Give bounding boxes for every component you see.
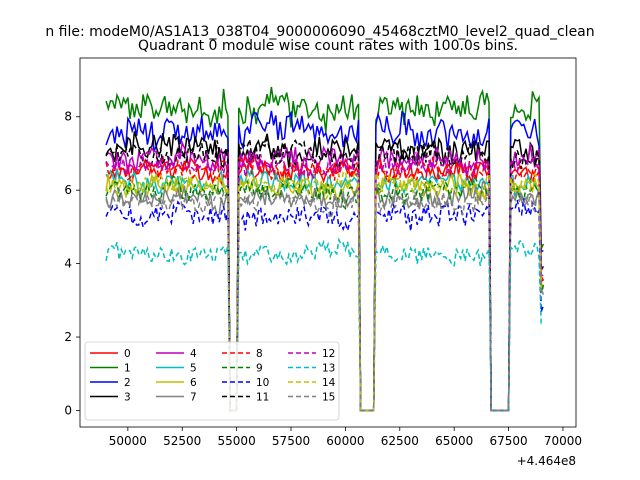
axes-frame <box>79 57 577 428</box>
y-tick-label: 2 <box>64 330 72 344</box>
y-tick-label: 0 <box>64 403 72 417</box>
x-tick-label: 65000 <box>435 434 473 448</box>
y-tick-label: 4 <box>64 257 72 271</box>
series-layer <box>105 86 545 412</box>
series-line-14 <box>105 170 544 412</box>
series-line-13 <box>105 237 544 412</box>
legend-label-0: 0 <box>124 348 131 360</box>
x-tick-label: 50000 <box>109 434 147 448</box>
y-axis: 0 2 4 6 8 <box>64 110 80 417</box>
legend-label-14: 14 <box>322 377 336 389</box>
figure-suptitle: n file: modeM0/AS1A13_038T04_9000006090_… <box>45 24 594 40</box>
x-tick-label: 62500 <box>381 434 419 448</box>
y-tick-label: 6 <box>64 183 72 197</box>
legend-label-15: 15 <box>322 392 335 404</box>
legend-label-9: 9 <box>256 363 263 375</box>
x-tick-label: 55000 <box>218 434 256 448</box>
legend-label-6: 6 <box>190 377 197 389</box>
x-tick-label: 67500 <box>489 434 527 448</box>
series-line-11 <box>105 138 545 412</box>
x-tick-label: 60000 <box>326 434 364 448</box>
legend-label-3: 3 <box>124 392 131 404</box>
legend-box <box>84 341 340 421</box>
x-offset-label: +4.464e8 <box>517 454 576 468</box>
legend-label-1: 1 <box>124 363 131 375</box>
legend-label-13: 13 <box>322 363 335 375</box>
series-line-10 <box>105 197 545 412</box>
legend-label-10: 10 <box>256 377 269 389</box>
series-line-1 <box>105 86 545 412</box>
legend-label-5: 5 <box>190 363 197 375</box>
legend-label-8: 8 <box>256 348 263 360</box>
legend-label-11: 11 <box>256 392 269 404</box>
x-tick-label: 70000 <box>544 434 582 448</box>
legend-label-4: 4 <box>190 348 197 360</box>
series-line-15 <box>105 186 544 412</box>
x-axis: 50000 52500 55000 57500 60000 62500 65000 67500… <box>109 427 582 448</box>
series-line-2 <box>105 110 544 412</box>
series-line-12 <box>105 152 544 412</box>
legend-label-12: 12 <box>322 348 335 360</box>
y-tick-label: 8 <box>64 110 72 124</box>
x-tick-label: 52500 <box>163 434 201 448</box>
chart-title: Quadrant 0 module wise count rates with … <box>138 38 518 54</box>
legend-label-2: 2 <box>124 377 131 389</box>
x-tick-label: 57500 <box>272 434 310 448</box>
legend-label-7: 7 <box>190 392 197 404</box>
series-line-9 <box>105 175 545 412</box>
